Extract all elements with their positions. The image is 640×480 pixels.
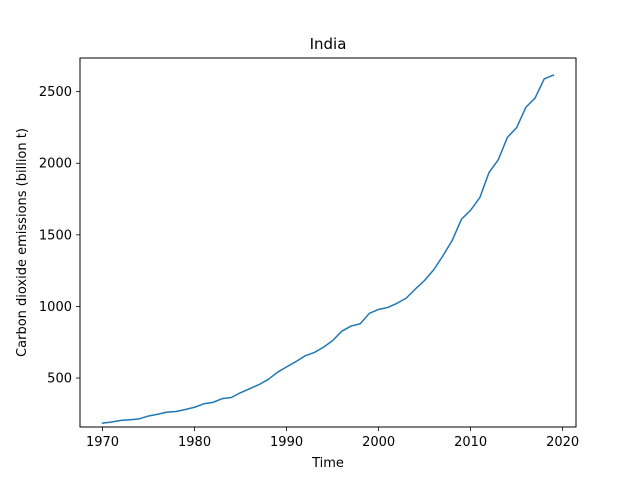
series-line-0 [101, 74, 555, 424]
x-tick-label: 2000 [362, 435, 395, 450]
plot-area [101, 74, 555, 424]
x-tick-label: 1980 [178, 435, 211, 450]
y-tick-label: 1000 [39, 300, 72, 315]
y-tick-label: 2500 [39, 85, 72, 100]
axes-frame [79, 57, 577, 428]
y-tick-label: 2000 [39, 157, 72, 172]
x-tick-label: 2010 [454, 435, 487, 450]
x-tick-label: 2020 [546, 435, 579, 450]
chart-title: India [310, 35, 347, 53]
x-axis: 1970 1980 1990 2000 2010 2020 [86, 427, 579, 450]
y-tick-label: 1500 [39, 228, 72, 243]
x-tick-label: 1990 [270, 435, 303, 450]
y-axis-label: Carbon dioxide emissions (billion t) [15, 128, 30, 357]
x-axis-label: Time [311, 456, 344, 471]
y-tick-label: 500 [47, 372, 72, 387]
y-axis: 500 1000 1500 2000 2500 [39, 85, 80, 387]
x-tick-label: 1970 [86, 435, 119, 450]
